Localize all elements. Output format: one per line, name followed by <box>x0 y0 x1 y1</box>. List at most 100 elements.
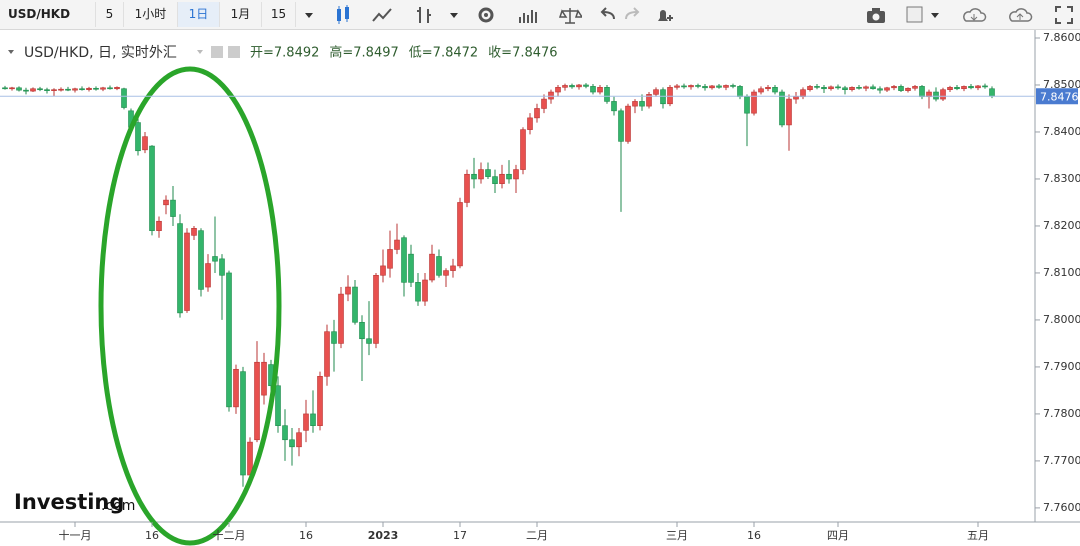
chart: USD/HKD, 日, 实时外汇 开=7.8492 高=7.8497 低=7.847… <box>0 30 1080 546</box>
candle-body <box>716 85 722 88</box>
candle-body <box>681 85 687 88</box>
dropdown-icon <box>197 50 203 54</box>
fullscreen-icon[interactable] <box>1052 3 1076 27</box>
candle-body <box>261 361 267 396</box>
close-icon <box>228 46 240 58</box>
candle-body <box>240 371 246 476</box>
candle-body <box>394 239 400 250</box>
undo-icon[interactable] <box>596 3 620 27</box>
candle-body <box>457 202 463 267</box>
x-tick-label: 三月 <box>666 529 688 542</box>
interval-button[interactable]: 15 <box>262 2 296 27</box>
interval-button[interactable]: 5 <box>96 2 124 27</box>
candle-body <box>884 87 890 91</box>
candle-body <box>534 108 540 119</box>
y-tick-label: 7.8500 <box>1043 78 1080 91</box>
candle-body <box>800 89 806 98</box>
candle-body <box>618 110 624 142</box>
interval-button[interactable]: 1月 <box>220 2 262 27</box>
candle-body <box>828 86 834 90</box>
cloud-load-icon[interactable] <box>960 3 990 27</box>
candle-body <box>331 331 337 344</box>
candle-body <box>793 96 799 100</box>
y-tick-label: 7.8300 <box>1043 172 1080 185</box>
candle-body <box>821 87 827 90</box>
last-price-box <box>1036 88 1078 105</box>
y-tick-label: 7.7900 <box>1043 360 1080 373</box>
annotation-ellipse <box>98 66 282 546</box>
x-tick-label: 四月 <box>827 529 849 542</box>
candle-body <box>401 237 407 283</box>
symbol-button[interactable]: USD/HKD <box>0 2 96 27</box>
candle-body <box>72 88 78 91</box>
candle-body <box>709 85 715 89</box>
candle-body <box>499 173 505 184</box>
candle-body <box>758 88 764 93</box>
candle-body <box>275 385 281 426</box>
candle-body <box>478 169 484 180</box>
candle-body <box>387 249 393 269</box>
ohlc-info: 开=7.8492 高=7.8497 低=7.8472 收=7.8476 <box>250 45 558 61</box>
candle-body <box>30 88 36 92</box>
candle-body <box>562 85 568 88</box>
candle-body <box>940 89 946 100</box>
alert-icon[interactable] <box>652 3 676 27</box>
candle-body <box>2 87 8 90</box>
y-tick-label: 7.7800 <box>1043 407 1080 420</box>
candle-body <box>184 232 190 311</box>
candle-body <box>471 173 477 180</box>
indicator-icon[interactable] <box>516 3 540 27</box>
camera-icon[interactable] <box>864 3 888 27</box>
settings-icon <box>211 46 223 58</box>
x-tick-label: 16 <box>747 529 761 542</box>
candle-body <box>37 88 43 91</box>
x-tick-label: 十二月 <box>213 528 246 542</box>
candles <box>2 83 995 487</box>
dropdown-icon[interactable] <box>297 3 321 27</box>
x-tick-label: 16 <box>299 529 313 542</box>
y-tick-label: 7.7700 <box>1043 454 1080 467</box>
y-tick-label: 7.8200 <box>1043 219 1080 232</box>
candle-body <box>219 258 225 276</box>
candle-body <box>9 87 15 90</box>
candle-body <box>436 256 442 276</box>
candle-body <box>912 86 918 89</box>
dropdown-icon[interactable] <box>442 3 466 27</box>
candle-body <box>86 87 92 90</box>
interval-button[interactable]: 1小时 <box>124 2 178 27</box>
x-tick-label: 2023 <box>368 529 399 542</box>
compare-icon[interactable] <box>558 3 582 27</box>
candle-body <box>352 286 358 323</box>
candle-body <box>667 87 673 105</box>
candle-body <box>177 223 183 314</box>
bar-icon[interactable] <box>412 3 436 27</box>
candle-body <box>121 88 127 108</box>
candle-body <box>114 87 120 90</box>
cloud-save-icon[interactable] <box>1006 3 1036 27</box>
settings-icon[interactable] <box>474 3 498 27</box>
candle-body <box>191 228 197 236</box>
candle-body <box>625 105 631 142</box>
candle-body <box>506 173 512 180</box>
candle-body <box>170 199 176 217</box>
candle-body <box>65 88 71 91</box>
candle-body <box>233 368 239 408</box>
ohlc-value: 开=7.8492 <box>250 46 319 61</box>
redo-icon[interactable] <box>620 3 644 27</box>
candle-body <box>415 282 421 302</box>
candle-body <box>954 87 960 90</box>
candle-body <box>807 86 813 90</box>
x-tick-label: 二月 <box>526 529 548 542</box>
color-picker[interactable] <box>904 3 944 27</box>
candle-body <box>891 86 897 89</box>
candle-body <box>156 220 162 231</box>
candle-icon[interactable] <box>331 3 355 27</box>
candle-body <box>982 85 988 88</box>
line-icon[interactable] <box>370 3 394 27</box>
candle-body <box>226 272 232 408</box>
watermark: Investing <box>14 490 124 514</box>
candle-body <box>51 89 57 91</box>
interval-button[interactable]: 1日 <box>178 2 220 27</box>
candle-body <box>765 87 771 90</box>
candle-body <box>905 87 911 91</box>
